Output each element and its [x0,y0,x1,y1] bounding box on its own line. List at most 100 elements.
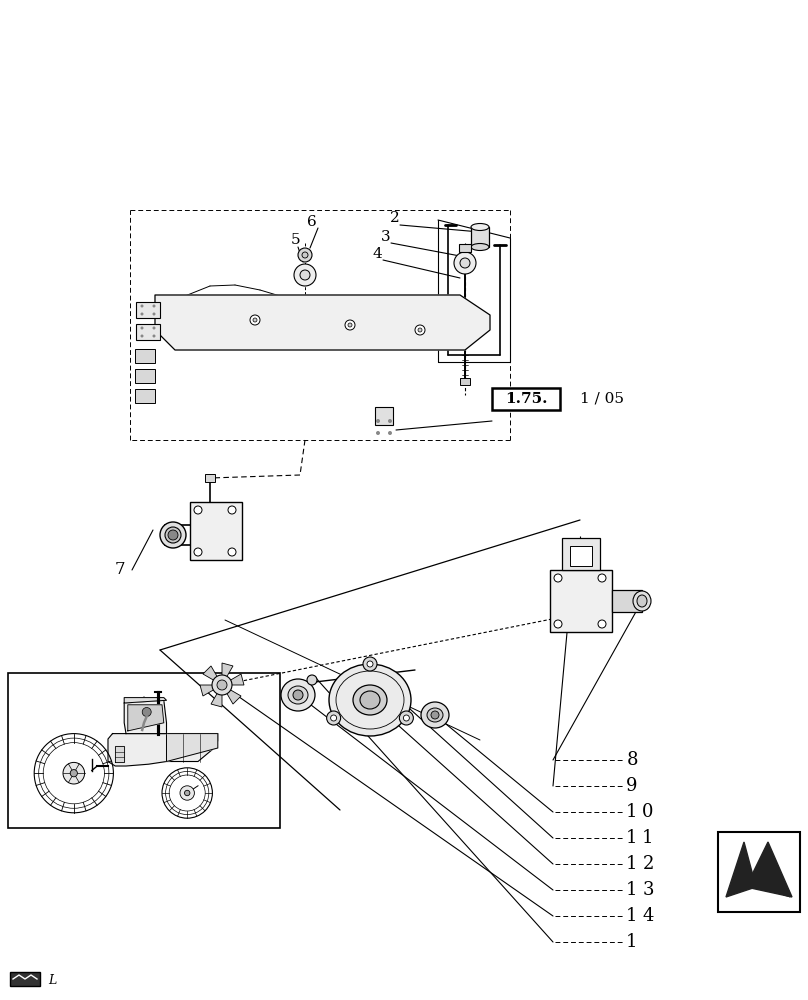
Circle shape [326,711,341,725]
Bar [471,227,489,247]
Polygon shape [155,295,490,350]
Polygon shape [124,700,166,734]
Text: 1: 1 [626,881,638,899]
Ellipse shape [353,685,387,715]
Bar [135,349,155,363]
Text: 3: 3 [381,230,391,244]
Bar [190,502,242,560]
Bar [10,972,40,986]
Circle shape [554,620,562,628]
Circle shape [142,708,151,716]
Polygon shape [200,685,217,696]
Bar [136,324,160,340]
Circle shape [598,574,606,582]
Circle shape [228,548,236,556]
Circle shape [388,431,392,435]
Circle shape [363,657,377,671]
Polygon shape [128,705,164,731]
Bar [459,244,471,252]
Circle shape [70,770,78,777]
Text: 5: 5 [291,233,301,247]
Circle shape [250,315,260,325]
Circle shape [212,675,232,695]
Text: 1: 1 [626,829,638,847]
Circle shape [294,264,316,286]
Polygon shape [222,663,233,680]
Circle shape [348,323,352,327]
Bar [562,538,600,570]
Text: 6: 6 [307,215,317,229]
Text: 0: 0 [642,803,654,821]
Circle shape [399,711,414,725]
Circle shape [153,312,155,316]
Polygon shape [166,734,218,762]
Circle shape [367,661,373,667]
Bar [135,389,155,403]
Bar [136,302,160,318]
Circle shape [418,328,422,332]
Circle shape [228,506,236,514]
Ellipse shape [165,527,181,543]
Text: 2: 2 [390,211,400,225]
Ellipse shape [281,679,315,711]
Text: 1: 1 [626,907,638,925]
Circle shape [141,312,144,316]
Ellipse shape [421,702,449,728]
Bar [375,407,393,425]
Text: 3: 3 [642,881,654,899]
Ellipse shape [471,243,489,250]
Ellipse shape [160,522,186,548]
Circle shape [153,304,155,308]
Circle shape [415,325,425,335]
Text: 8: 8 [626,751,638,769]
Circle shape [376,419,380,423]
Circle shape [184,790,190,796]
Circle shape [141,334,144,338]
Text: 1: 1 [626,933,638,951]
Polygon shape [108,734,218,766]
Circle shape [554,574,562,582]
Text: 4: 4 [642,907,654,925]
Polygon shape [203,666,219,682]
Circle shape [345,320,355,330]
Circle shape [460,258,470,268]
Bar [612,590,642,612]
Text: 9: 9 [626,777,638,795]
Circle shape [302,252,308,258]
Circle shape [194,506,202,514]
Text: 1: 1 [626,855,638,873]
Circle shape [307,675,317,685]
Circle shape [153,334,155,338]
Polygon shape [746,842,792,897]
Ellipse shape [329,664,411,736]
Bar [205,474,215,482]
Circle shape [300,270,310,280]
Bar [550,570,612,632]
Circle shape [217,680,227,690]
Circle shape [298,248,312,262]
Ellipse shape [637,595,647,607]
Polygon shape [124,698,166,703]
Ellipse shape [471,224,489,231]
Polygon shape [227,674,244,685]
Circle shape [403,715,410,721]
Circle shape [293,690,303,700]
Circle shape [153,326,155,330]
Circle shape [388,419,392,423]
Circle shape [598,620,606,628]
Text: L: L [48,974,57,986]
Circle shape [431,711,439,719]
Circle shape [168,530,178,540]
Text: 1 / 05: 1 / 05 [580,392,624,406]
Ellipse shape [288,686,308,704]
Circle shape [180,786,195,800]
Polygon shape [211,690,222,707]
Bar [492,388,560,410]
Circle shape [63,762,85,784]
Circle shape [454,252,476,274]
Circle shape [330,715,337,721]
Bar [8,673,280,828]
Circle shape [253,318,257,322]
Text: 1.75.: 1.75. [505,392,547,406]
Text: 4: 4 [372,247,382,261]
